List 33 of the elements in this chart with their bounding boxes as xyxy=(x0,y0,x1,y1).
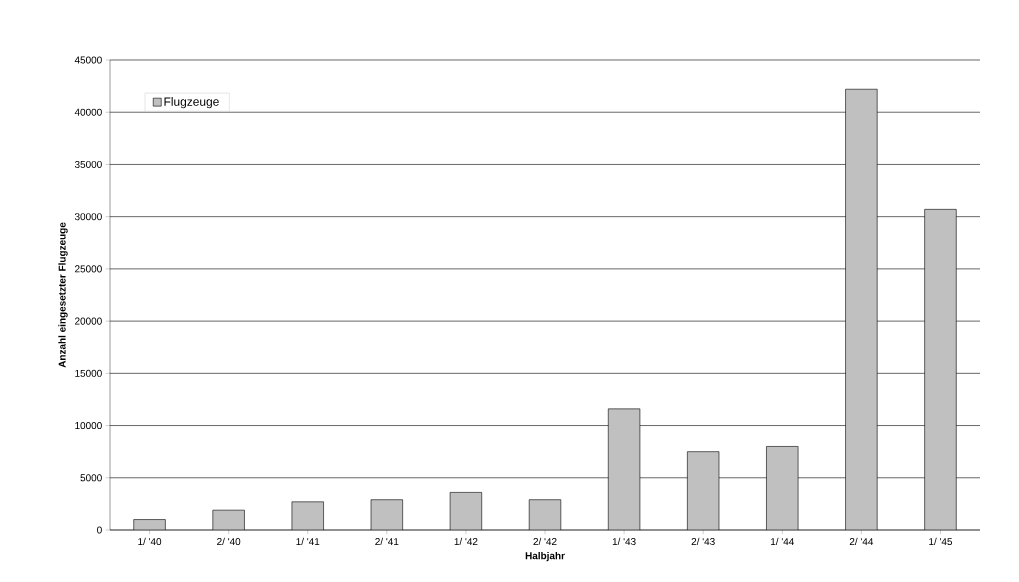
x-tick-label: 1/ '40 xyxy=(138,537,162,546)
y-axis-title: Anzahl eingesetzter Flugzeuge xyxy=(58,222,68,368)
x-axis-title: Halbjahr xyxy=(525,551,565,562)
y-tick-label: 15000 xyxy=(75,369,102,377)
x-tick-label: 2/ '42 xyxy=(533,537,557,546)
y-tick-label: 10000 xyxy=(75,422,102,430)
y-tick-label: 30000 xyxy=(74,213,102,221)
y-tick-label: 0 xyxy=(97,526,102,534)
bar xyxy=(687,451,720,530)
x-tick-label: 1/ '41 xyxy=(296,537,320,546)
bar xyxy=(607,408,641,530)
y-tick-label: 45000 xyxy=(74,56,102,64)
x-tick-label: 1/ '43 xyxy=(612,537,636,546)
y-tick-label: 5000 xyxy=(80,474,102,482)
bar xyxy=(370,499,403,530)
bar xyxy=(845,88,878,530)
x-tick-label: 2/ '40 xyxy=(217,537,241,546)
y-tick-label: 40000 xyxy=(74,108,102,116)
y-tick-label: 35000 xyxy=(74,160,102,168)
bar xyxy=(449,492,483,530)
x-tick-label: 1/ '45 xyxy=(929,537,953,546)
y-tick-label: 25000 xyxy=(75,265,102,273)
bar xyxy=(924,209,957,530)
x-tick-label: 2/ '43 xyxy=(691,537,715,546)
x-tick-label: 2/ '41 xyxy=(375,537,399,546)
x-tick-label: 1/ '44 xyxy=(771,537,795,546)
y-tick-label: 20000 xyxy=(75,317,102,325)
x-tick-label: 1/ '42 xyxy=(454,537,478,546)
legend-label: Flugzeuge xyxy=(164,97,219,109)
bar xyxy=(766,446,799,530)
x-tick-label: 2/ '44 xyxy=(849,537,874,546)
bar xyxy=(291,501,324,530)
bar xyxy=(528,499,562,530)
